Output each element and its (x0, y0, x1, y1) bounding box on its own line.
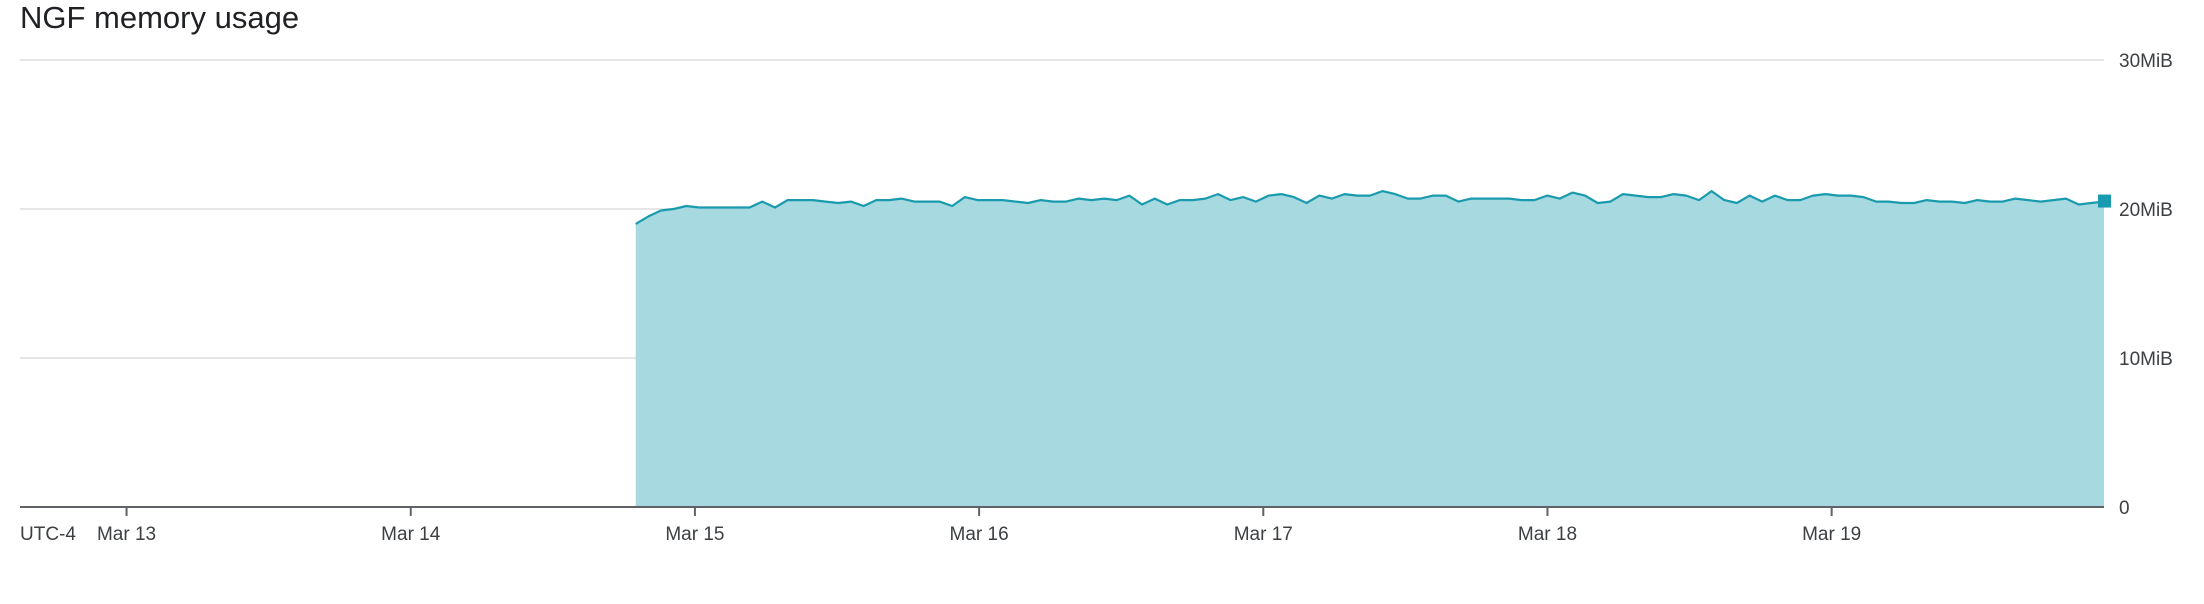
x-tick-label: Mar 15 (665, 524, 724, 545)
x-axis-labels: Mar 13 Mar 14 Mar 15 Mar 16 Mar 17 Mar 18 Mar … (20, 524, 1861, 545)
x-tick-label: Mar 17 (1234, 524, 1293, 545)
series-end-marker (2098, 194, 2111, 208)
y-tick-label: 30MiB (2119, 51, 2173, 72)
x-tick-label: Mar 19 (1802, 524, 1861, 545)
x-axis (20, 506, 2104, 516)
y-tick-label: 0 (2119, 498, 2130, 519)
series-area (635, 190, 2111, 507)
timezone-label: UTC-4 (20, 524, 76, 545)
chart-title: NGF memory usage (20, 0, 300, 35)
series-fill (635, 191, 2105, 507)
series-line (635, 190, 2105, 225)
x-tick-label: Mar 14 (381, 524, 441, 545)
y-axis-labels: 0 10MiB 20MiB 30MiB (2119, 51, 2173, 519)
x-tick-label: Mar 18 (1518, 524, 1577, 545)
y-tick-label: 20MiB (2119, 200, 2173, 221)
y-tick-label: 10MiB (2119, 349, 2173, 370)
x-tick-label: Mar 13 (97, 524, 156, 545)
x-tick-label: Mar 16 (950, 524, 1009, 545)
